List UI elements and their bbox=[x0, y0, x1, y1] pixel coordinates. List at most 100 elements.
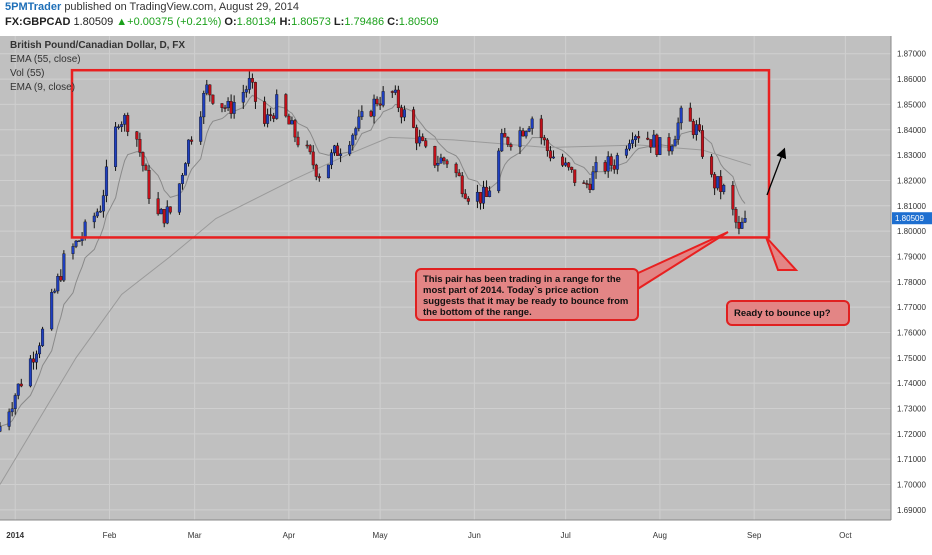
bull-candle bbox=[177, 183, 181, 215]
bear-candle bbox=[293, 119, 297, 143]
y-tick-label: 1.71000 bbox=[897, 455, 926, 464]
y-tick-label: 1.77000 bbox=[897, 303, 926, 312]
x-tick-label: Jul bbox=[561, 531, 571, 540]
last-price-label: 1.80509 bbox=[895, 214, 924, 223]
bear-candle bbox=[229, 94, 233, 119]
author-name[interactable]: 5PMTrader bbox=[5, 1, 62, 13]
bull-candle bbox=[38, 342, 42, 359]
change-value: +0.00375 (+0.21%) bbox=[127, 16, 222, 28]
bull-candle bbox=[241, 84, 245, 110]
bull-candle bbox=[518, 126, 522, 155]
bear-candle bbox=[700, 125, 704, 159]
bear-candle bbox=[269, 107, 273, 122]
bear-candle bbox=[208, 84, 212, 102]
bull-candle bbox=[530, 116, 534, 135]
ema55-line bbox=[0, 136, 752, 485]
bull-candle bbox=[71, 243, 75, 260]
bear-candle bbox=[506, 136, 510, 148]
x-tick-label: Aug bbox=[653, 531, 667, 540]
symbol-name: FX:GBPCAD bbox=[5, 16, 71, 28]
bear-candle bbox=[719, 170, 723, 200]
bear-candle bbox=[655, 133, 659, 157]
bear-candle bbox=[697, 117, 701, 133]
bear-candle bbox=[460, 172, 464, 198]
bull-candle bbox=[104, 159, 108, 203]
y-tick-label: 1.69000 bbox=[897, 506, 926, 515]
bounce-callout[interactable]: Ready to bounce up? bbox=[726, 300, 850, 326]
symbol-header: FX:GBPCAD 1.80509 ▲+0.00375 (+0.21%) O:1… bbox=[5, 16, 439, 30]
bull-candle bbox=[226, 97, 230, 112]
bull-candle bbox=[53, 288, 57, 294]
bull-candle bbox=[551, 150, 555, 159]
bear-candle bbox=[521, 127, 525, 137]
bull-candle bbox=[670, 144, 674, 155]
bull-candle bbox=[232, 95, 236, 119]
bear-candle bbox=[287, 113, 291, 125]
bull-candle bbox=[360, 105, 364, 120]
bull-candle bbox=[7, 408, 11, 431]
bear-candle bbox=[603, 160, 607, 175]
bull-candle bbox=[634, 134, 638, 148]
legend-ema9[interactable]: EMA (9, close) bbox=[10, 82, 76, 93]
chart-title: British Pound/Canadian Dollar, D, FX bbox=[10, 40, 186, 51]
bear-candle bbox=[454, 162, 458, 178]
bear-candle bbox=[503, 127, 507, 138]
bear-candle bbox=[424, 138, 428, 149]
x-tick-label: Jun bbox=[468, 531, 481, 540]
legend-ema55[interactable]: EMA (55, close) bbox=[10, 54, 81, 65]
bear-candle bbox=[223, 104, 227, 112]
bear-candle bbox=[442, 156, 446, 165]
bull-candle bbox=[402, 105, 406, 122]
y-tick-label: 1.81000 bbox=[897, 202, 926, 211]
bear-candle bbox=[144, 163, 148, 171]
bear-candle bbox=[263, 96, 267, 127]
bear-candle bbox=[138, 132, 142, 157]
legend-vol[interactable]: Vol (55) bbox=[10, 68, 45, 79]
bull-candle bbox=[41, 326, 45, 347]
bull-candle bbox=[56, 273, 60, 294]
last-price: 1.80509 bbox=[73, 16, 114, 28]
bull-candle bbox=[120, 121, 124, 132]
bull-candle bbox=[348, 141, 352, 157]
bear-candle bbox=[646, 131, 650, 141]
bear-candle bbox=[396, 85, 400, 113]
bear-candle bbox=[162, 209, 166, 228]
bear-candle bbox=[147, 164, 151, 204]
bull-candle bbox=[524, 130, 528, 139]
bull-candle bbox=[187, 139, 191, 167]
bull-candle bbox=[615, 152, 619, 175]
y-tick-label: 1.74000 bbox=[897, 379, 926, 388]
bear-candle bbox=[272, 112, 276, 123]
bull-candle bbox=[101, 189, 105, 218]
bear-candle bbox=[284, 93, 288, 118]
bear-candle bbox=[485, 180, 489, 197]
high-value: 1.80573 bbox=[291, 16, 331, 28]
bull-candle bbox=[77, 240, 81, 243]
range-box[interactable] bbox=[70, 68, 771, 239]
bear-candle bbox=[308, 144, 312, 155]
bear-candle bbox=[390, 90, 394, 98]
bull-candle bbox=[114, 121, 118, 171]
close-label: C: bbox=[387, 16, 399, 28]
bull-candle bbox=[722, 183, 726, 195]
bull-candle bbox=[50, 288, 54, 331]
bear-candle bbox=[375, 96, 379, 107]
y-tick-label: 1.84000 bbox=[897, 126, 926, 135]
bull-candle bbox=[372, 94, 376, 124]
bear-candle bbox=[141, 151, 145, 172]
bull-candle bbox=[627, 139, 631, 151]
bear-candle bbox=[649, 139, 653, 153]
bull-candle bbox=[117, 124, 121, 130]
bull-candle bbox=[34, 350, 38, 370]
bear-candle bbox=[445, 159, 449, 169]
bear-candle bbox=[457, 169, 461, 177]
bear-candle bbox=[466, 196, 470, 205]
chart-area[interactable]: 1.87000 1.86000 1.85000 1.84000 1.83000 1.820… bbox=[0, 32, 932, 550]
bull-candle bbox=[275, 89, 279, 120]
range-callout[interactable]: This pair has been trading in a range fo… bbox=[415, 268, 639, 321]
bear-candle bbox=[582, 180, 586, 184]
bear-candle bbox=[220, 103, 224, 113]
bear-candle bbox=[612, 159, 616, 174]
bull-candle bbox=[436, 155, 440, 172]
bear-candle bbox=[637, 130, 641, 143]
